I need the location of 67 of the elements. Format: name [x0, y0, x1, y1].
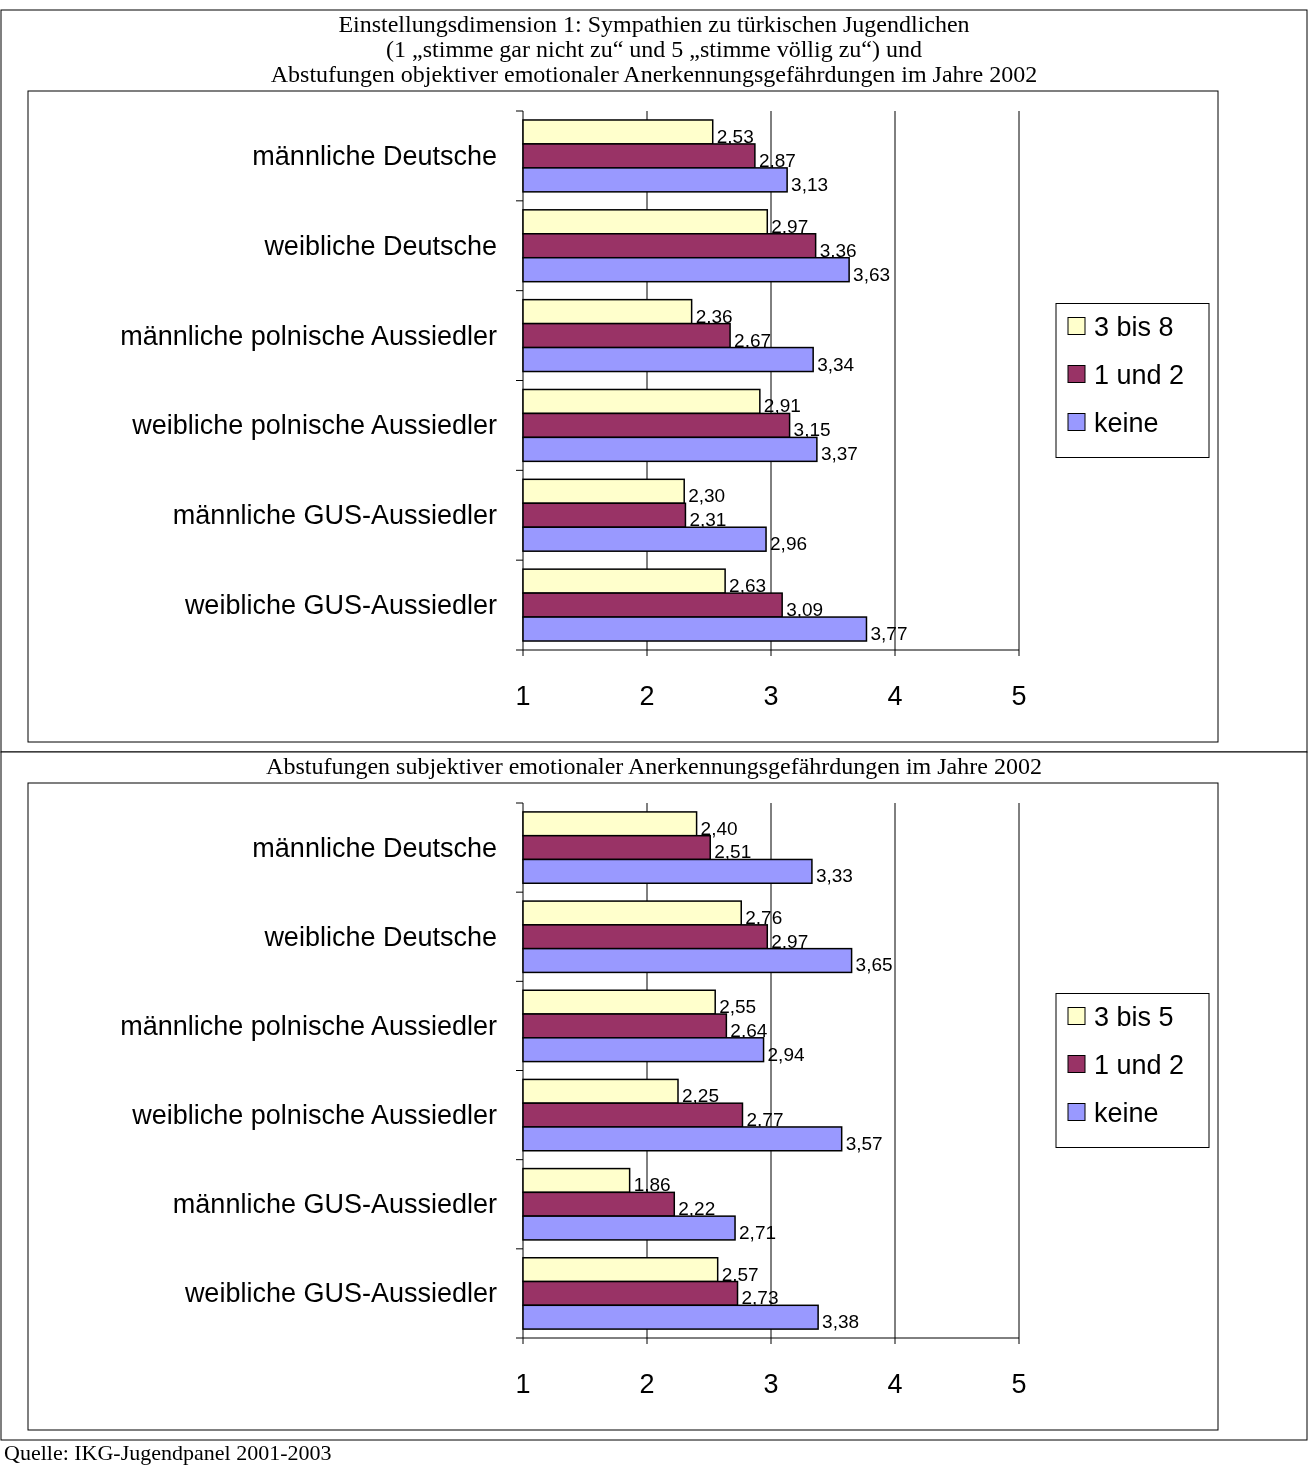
- y-tick-label: männliche GUS-Aussiedler: [172, 500, 497, 531]
- x-tick-label: 3: [763, 1369, 779, 1399]
- y-tick-label: weibliche polnische Aussiedler: [131, 410, 497, 441]
- data-label: 2,63: [729, 575, 767, 597]
- x-tick-label: 2: [639, 681, 655, 711]
- data-label: 2,67: [734, 329, 772, 351]
- x-tick-label: 1: [515, 681, 531, 711]
- data-label: 3,38: [822, 1311, 860, 1333]
- data-label: 3,37: [820, 443, 858, 465]
- data-label: 2,51: [714, 841, 752, 863]
- data-label: 2,30: [688, 485, 726, 507]
- x-tick-label: 5: [1011, 681, 1027, 711]
- y-tick-label: weibliche polnische Aussiedler: [131, 1100, 497, 1131]
- data-label: 2,22: [678, 1198, 716, 1220]
- data-label: 3,63: [853, 263, 891, 285]
- data-label: 2,36: [695, 305, 733, 327]
- y-tick-label: männliche Deutsche: [252, 140, 497, 171]
- data-label: 2,97: [771, 215, 809, 237]
- chart-title: Einstellungsdimension 1: Sympathien zu türkischen Jugendlichen (1 „stimme gar nicht zu“ und 5 „stimme völlig zu“) und Abstufungen objektiver emotionaler Anerkennungsgefährdungen im Jahre 2002: [270, 11, 1038, 87]
- data-label: 3,65: [855, 954, 893, 976]
- data-label: 2,57: [721, 1263, 759, 1285]
- legend-label: 1 und 2: [1094, 359, 1185, 390]
- data-label: 3,33: [815, 865, 853, 887]
- data-label: 2,25: [682, 1085, 719, 1107]
- data-label: 2,53: [716, 125, 754, 147]
- data-label: 1,86: [633, 1174, 671, 1196]
- legend-label: 3 bis 8: [1094, 311, 1174, 342]
- data-label: 3,13: [791, 173, 829, 195]
- data-label: 3,57: [845, 1132, 883, 1154]
- data-label: 2,76: [745, 906, 783, 928]
- data-label: 2,40: [700, 817, 738, 839]
- x-tick-label: 4: [887, 681, 903, 711]
- y-tick-label: weibliche GUS-Aussiedler: [183, 1278, 498, 1309]
- x-tick-label: 3: [763, 681, 779, 711]
- data-label: 2,55: [719, 996, 757, 1018]
- data-label: 2,97: [771, 930, 809, 952]
- x-tick-label: 1: [515, 1369, 531, 1399]
- legend-label: keine: [1094, 1097, 1159, 1128]
- data-label: 2,94: [767, 1043, 805, 1065]
- data-label: 2,73: [741, 1287, 779, 1309]
- data-label: 2,64: [730, 1019, 768, 1041]
- data-label: 2,87: [758, 149, 796, 171]
- data-label: 3,77: [870, 623, 908, 645]
- x-tick-label: 2: [639, 1369, 655, 1399]
- data-label: 2,71: [739, 1221, 777, 1243]
- data-label: 3,09: [786, 599, 824, 621]
- y-tick-label: weibliche Deutsche: [263, 921, 497, 952]
- y-tick-label: männliche GUS-Aussiedler: [172, 1189, 497, 1220]
- data-label: 2,91: [763, 395, 801, 417]
- data-label: 2,77: [746, 1108, 784, 1130]
- y-tick-label: männliche polnische Aussiedler: [120, 1010, 497, 1041]
- data-label: 2,31: [689, 509, 727, 531]
- data-label: 2,96: [770, 533, 808, 555]
- y-tick-label: männliche Deutsche: [252, 832, 497, 863]
- chart-title: Abstufungen subjektiver emotionaler Anerkennungsgefährdungen im Jahre 2002: [266, 753, 1042, 779]
- source-note: Quelle: IKG-Jugendpanel 2001-2003: [4, 1440, 332, 1465]
- data-label: 3,34: [817, 353, 855, 375]
- legend-label: keine: [1094, 407, 1159, 438]
- x-tick-label: 5: [1011, 1369, 1027, 1399]
- legend-label: 1 und 2: [1094, 1049, 1185, 1080]
- y-tick-label: weibliche GUS-Aussiedler: [183, 590, 498, 621]
- y-tick-label: männliche polnische Aussiedler: [120, 320, 497, 351]
- y-tick-label: weibliche Deutsche: [263, 230, 497, 261]
- x-tick-label: 4: [887, 1369, 903, 1399]
- data-label: 3,36: [819, 239, 857, 261]
- legend-label: 3 bis 5: [1094, 1001, 1174, 1032]
- data-label: 3,15: [793, 419, 831, 441]
